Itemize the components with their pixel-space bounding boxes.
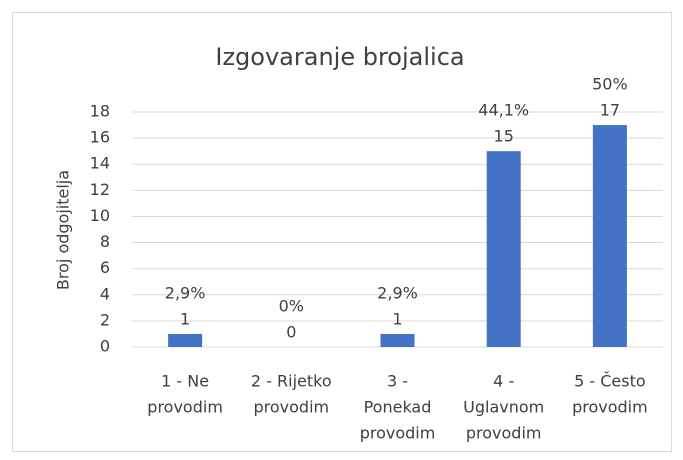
value-label: 1 bbox=[180, 309, 190, 328]
bar bbox=[486, 151, 521, 347]
bar bbox=[380, 333, 415, 347]
y-tick-label: 12 bbox=[90, 180, 110, 199]
x-tick-label: Uglavnom bbox=[463, 398, 544, 417]
y-tick-label: 0 bbox=[100, 337, 110, 356]
y-axis-label: Broj odgojitelja bbox=[54, 170, 73, 290]
x-tick-label: provodim bbox=[360, 424, 436, 443]
y-tick-label: 4 bbox=[100, 284, 110, 303]
bar bbox=[168, 333, 203, 347]
x-tick-label: provodim bbox=[572, 398, 648, 417]
value-label: 1 bbox=[392, 309, 402, 328]
y-tick-label: 6 bbox=[100, 258, 110, 277]
x-tick-label: 5 - Često bbox=[574, 372, 646, 391]
chart-border bbox=[12, 12, 672, 452]
y-tick-label: 8 bbox=[100, 232, 110, 251]
percent-label: 2,9% bbox=[165, 283, 206, 302]
percent-label: 2,9% bbox=[377, 283, 418, 302]
chart-title: Izgovaranje brojalica bbox=[215, 43, 464, 71]
bar bbox=[592, 125, 627, 347]
x-tick-label: 1 - Ne bbox=[161, 372, 209, 391]
value-label: 15 bbox=[494, 127, 514, 146]
x-tick-label: provodim bbox=[253, 398, 329, 417]
y-tick-label: 2 bbox=[100, 310, 110, 329]
value-label: 17 bbox=[600, 101, 620, 120]
x-tick-label: 3 - bbox=[387, 372, 408, 391]
y-tick-label: 10 bbox=[90, 206, 110, 225]
y-tick-label: 18 bbox=[90, 102, 110, 121]
percent-label: 50% bbox=[592, 75, 628, 94]
y-tick-label: 14 bbox=[90, 154, 110, 173]
x-tick-label: 4 - bbox=[493, 372, 514, 391]
x-tick-label: Ponekad bbox=[364, 398, 432, 417]
y-tick-label: 16 bbox=[90, 128, 110, 147]
value-label: 0 bbox=[286, 323, 296, 342]
x-tick-label: provodim bbox=[147, 398, 223, 417]
x-tick-label: 2 - Rijetko bbox=[251, 372, 332, 391]
x-tick-label: provodim bbox=[466, 424, 542, 443]
percent-label: 44,1% bbox=[478, 101, 529, 120]
percent-label: 0% bbox=[279, 297, 304, 316]
